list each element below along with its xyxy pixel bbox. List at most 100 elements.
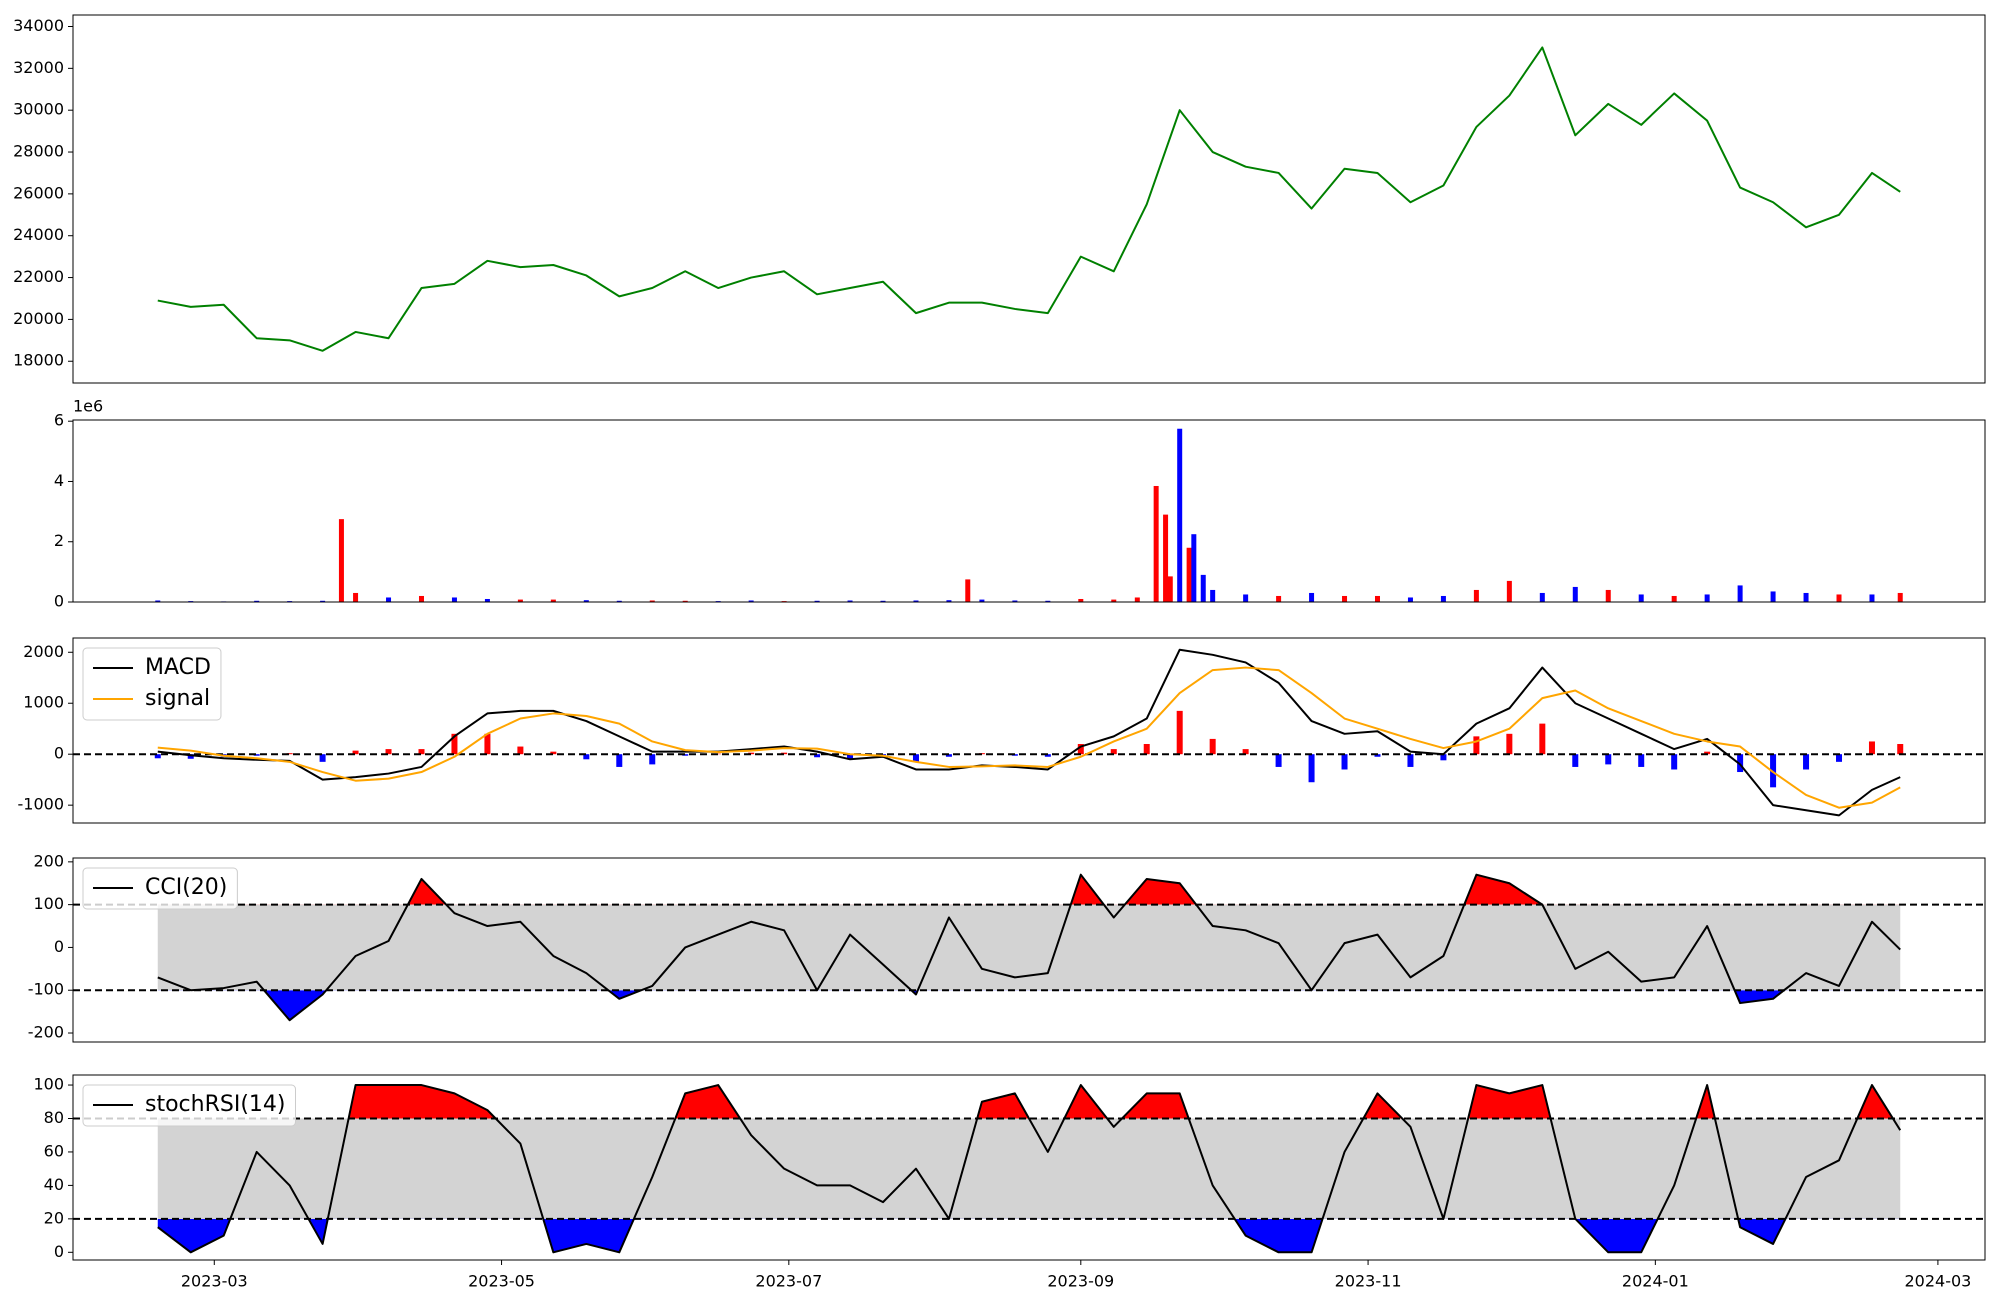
y-tick-label: 40 [44, 1175, 64, 1194]
histogram-bar [1341, 754, 1348, 770]
histogram-bar [1407, 754, 1414, 767]
y-tick-label: 100 [33, 894, 64, 913]
axes-frame [72, 14, 1986, 384]
histogram-bar [1868, 741, 1875, 755]
histogram-bar [1836, 754, 1843, 762]
volume-bar [1671, 595, 1677, 602]
histogram-bar [1704, 751, 1711, 755]
volume-bar [1440, 595, 1446, 602]
volume-bar [418, 595, 424, 602]
volume-bar [1276, 595, 1282, 602]
histogram-bar [880, 754, 887, 756]
volume-bar [1309, 592, 1315, 602]
volume-bar [1191, 534, 1197, 602]
y-tick-label: 2 [54, 531, 64, 550]
band-fill [157, 1118, 1901, 1219]
volume-bar [1186, 547, 1192, 602]
volume-bar [550, 599, 556, 602]
volume-bar [353, 592, 359, 602]
histogram-bar [1638, 754, 1645, 767]
histogram-bar [1539, 723, 1546, 755]
histogram-bar [1308, 754, 1315, 783]
histogram-bar [649, 754, 656, 765]
histogram-bar [1737, 754, 1744, 773]
volume-bar [1572, 586, 1578, 602]
y-tick-label: 200 [33, 851, 64, 870]
volume-bar [1869, 594, 1875, 602]
volume-bar [616, 600, 622, 602]
y-tick-label: 34000 [13, 16, 64, 35]
volume-bar [1374, 595, 1380, 602]
histogram-bar [1506, 733, 1513, 755]
histogram-bar [484, 733, 491, 755]
axes-frame [72, 419, 1986, 603]
volume-bar [748, 600, 754, 602]
plot-area [157, 46, 1901, 352]
series-line [157, 46, 1901, 352]
histogram-bar [1572, 754, 1579, 767]
histogram-bar [1897, 744, 1904, 755]
volume-bar [1200, 574, 1206, 602]
y-tick-label: -100 [28, 980, 64, 999]
y-tick-label: -1000 [18, 795, 65, 814]
axes-frame [72, 857, 1986, 1043]
volume-bar [1012, 600, 1018, 602]
histogram-bar [319, 754, 326, 762]
volume-bar [1153, 485, 1159, 602]
volume-bar [965, 579, 971, 602]
histogram-bar [1209, 738, 1216, 755]
volume-bar [1836, 594, 1842, 602]
volume-bar [979, 599, 985, 602]
series-line [157, 873, 1901, 1022]
volume-bar [682, 600, 688, 602]
axes-frame [72, 637, 1986, 824]
histogram-bar [715, 753, 722, 755]
x-tick-label: 2024-01 [1622, 1272, 1689, 1291]
histogram-bar [253, 754, 260, 756]
histogram-bar [781, 752, 788, 755]
legend-box [82, 647, 222, 721]
plot-area [155, 428, 1903, 602]
y-tick-label: 1000 [23, 693, 64, 712]
volume-bar [1638, 594, 1644, 602]
histogram-bar [583, 754, 590, 760]
axes-frame [72, 1074, 1986, 1261]
volume-bar [946, 600, 952, 602]
plot-area [73, 873, 1985, 1022]
y-tick-label: 0 [54, 592, 64, 611]
offset-text: 1e6 [73, 397, 103, 416]
y-tick-label: 4 [54, 471, 64, 490]
x-tick-label: 2023-09 [1047, 1272, 1114, 1291]
histogram-bar [1440, 754, 1447, 761]
volume-bar [1803, 592, 1809, 602]
y-tick-label: 6 [54, 411, 64, 430]
y-tick-label: 0 [54, 744, 64, 763]
volume-bar [1407, 597, 1413, 602]
histogram-bar [682, 754, 689, 756]
histogram-bar [847, 754, 854, 760]
histogram-bar [418, 749, 425, 755]
x-tick-label: 2023-03 [181, 1272, 248, 1291]
histogram-bar [616, 754, 623, 767]
series-line [157, 666, 1901, 809]
histogram-bar [1473, 736, 1480, 755]
x-tick-label: 2023-11 [1335, 1272, 1402, 1291]
volume-bar [320, 600, 326, 602]
y-tick-label: 80 [44, 1108, 64, 1127]
histogram-bar [912, 754, 919, 762]
histogram-bar [945, 754, 952, 757]
histogram-bar [1803, 754, 1810, 770]
y-tick-label: 60 [44, 1141, 64, 1160]
volume-bar [1605, 589, 1611, 602]
volume-bar [1078, 598, 1084, 602]
histogram-bar [1770, 754, 1777, 788]
y-tick-label: 0 [54, 1242, 64, 1261]
volume-bar [1770, 591, 1776, 602]
legend-box [82, 1084, 296, 1127]
y-tick-label: 0 [54, 937, 64, 956]
series-line [157, 1084, 1902, 1254]
x-tick-label: 2023-05 [468, 1272, 535, 1291]
histogram-bar [1077, 744, 1084, 755]
y-tick-label: 26000 [13, 183, 64, 202]
